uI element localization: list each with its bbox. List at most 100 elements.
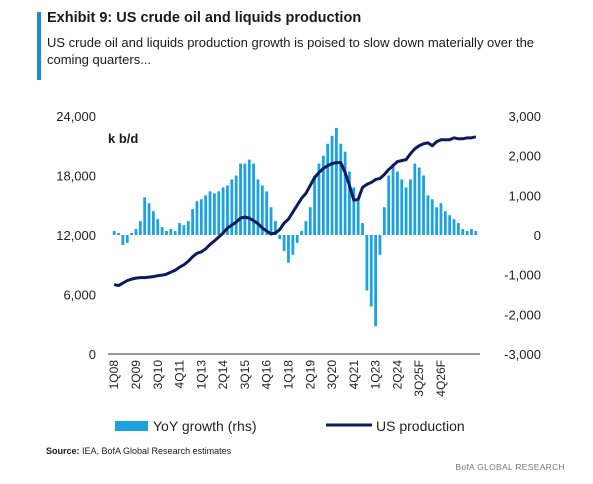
growth-bar (278, 235, 282, 239)
growth-bar (121, 235, 125, 245)
x-tick-label: 2Q09 (129, 360, 143, 390)
x-tick-label: 3Q20 (325, 360, 339, 390)
growth-bar (326, 143, 330, 235)
growth-bar (295, 235, 299, 243)
growth-bar (382, 207, 386, 235)
x-tick-label: 2Q24 (390, 360, 404, 390)
growth-bar (160, 227, 164, 235)
x-tick-label: 1Q08 (107, 360, 121, 390)
left-axis: 24,000 18,000 12,000 6,000 0 (56, 109, 96, 362)
growth-bar (465, 231, 469, 235)
growth-bar (178, 223, 181, 235)
right-tick-label: 2,000 (508, 149, 541, 164)
legend-line-label: US production (376, 418, 465, 434)
growth-bar (304, 221, 308, 235)
left-tick-label: 12,000 (56, 228, 96, 243)
legend-bar-label: YoY growth (rhs) (153, 418, 257, 434)
growth-bar (339, 143, 343, 235)
x-tick-label: 4Q11 (173, 360, 187, 389)
growth-bar (186, 221, 190, 235)
growth-bar (317, 163, 321, 235)
growth-bar (226, 185, 229, 235)
growth-bar (352, 187, 356, 235)
growth-bar (143, 197, 147, 235)
growth-bar (152, 211, 155, 235)
growth-bar (282, 235, 286, 251)
x-tick-label: 3Q25F (412, 360, 426, 397)
legend: YoY growth (rhs) US production (115, 418, 465, 434)
x-tick-label: 1Q23 (369, 360, 383, 390)
growth-bar (234, 175, 238, 235)
left-tick-label: 18,000 (56, 169, 96, 184)
growth-bar (169, 229, 173, 235)
growth-bar (343, 151, 347, 235)
right-tick-label: -3,000 (504, 347, 541, 362)
growth-bar (396, 171, 399, 235)
growth-bar (300, 231, 303, 235)
growth-bar (208, 191, 212, 235)
growth-bar (199, 199, 203, 235)
growth-bar (321, 155, 325, 235)
growth-bar (156, 219, 160, 235)
chart-title: Exhibit 9: US crude oil and liquids prod… (47, 10, 362, 26)
growth-bar (378, 235, 382, 255)
chart-canvas: 24,000 18,000 12,000 6,000 0 3,000 2,000 1,000… (56, 109, 541, 434)
x-axis-labels: 1Q08 2Q09 3Q10 4Q11 1Q13 2Q14 3Q15 4Q16 1Q18 2Q19… (107, 360, 448, 397)
growth-bar (430, 199, 434, 235)
growth-bar (239, 163, 242, 235)
x-tick-label: 1Q18 (281, 360, 295, 390)
left-tick-label: 0 (89, 347, 96, 362)
legend-bar-swatch (115, 421, 148, 431)
growth-bar (400, 179, 404, 235)
x-tick-label: 1Q13 (194, 360, 208, 390)
growth-bar (173, 231, 177, 235)
brand-label: BofA GLOBAL RESEARCH (455, 462, 565, 472)
growth-bar (165, 231, 168, 235)
growth-bar (369, 235, 373, 307)
growth-bar (422, 175, 425, 235)
x-tick-label: 2Q14 (216, 360, 230, 390)
growth-bar (130, 233, 133, 235)
chart-subtitle: US crude oil and liquids production grow… (47, 35, 535, 67)
right-tick-label: -1,000 (504, 268, 541, 283)
growth-bar (443, 211, 447, 235)
growth-bar (474, 231, 478, 235)
right-tick-label: 0 (534, 228, 541, 243)
growth-bar (221, 187, 225, 235)
source-label: Source: (46, 446, 80, 456)
growth-bar (269, 207, 273, 235)
growth-bar (439, 203, 443, 235)
growth-bar (287, 235, 290, 263)
growth-bar (260, 185, 264, 235)
growth-bar (291, 235, 295, 255)
growth-bar (391, 163, 395, 235)
right-axis: 3,000 2,000 1,000 0 -1,000 -2,000 -3,000 (504, 109, 541, 362)
source-text: IEA, BofA Global Research estimates (79, 446, 232, 456)
source-note: Source: IEA, BofA Global Research estima… (46, 446, 231, 456)
growth-bar (461, 229, 465, 235)
growth-bar (247, 159, 251, 235)
x-tick-label: 3Q15 (238, 360, 252, 390)
growth-bar (252, 163, 255, 235)
x-tick-label: 4Q26F (434, 360, 448, 397)
growth-bar (243, 163, 247, 235)
growth-bar (265, 191, 269, 235)
growth-bar (356, 199, 360, 235)
growth-bar (191, 209, 194, 235)
unit-label: k b/d (108, 131, 138, 146)
right-tick-label: 1,000 (508, 188, 541, 203)
growth-bar (365, 235, 369, 291)
left-tick-label: 24,000 (56, 109, 96, 124)
growth-bar (470, 229, 473, 235)
growth-bar (134, 229, 138, 235)
growth-bar (330, 135, 334, 235)
left-tick-label: 6,000 (63, 288, 96, 303)
growth-bar (404, 187, 408, 235)
growth-bar (147, 203, 151, 235)
x-tick-label: 4Q21 (347, 360, 361, 390)
x-tick-label: 3Q10 (151, 360, 165, 390)
growth-bar (452, 219, 456, 235)
right-tick-label: -2,000 (504, 307, 541, 322)
growth-bar (112, 231, 116, 235)
growth-bars (112, 127, 478, 327)
